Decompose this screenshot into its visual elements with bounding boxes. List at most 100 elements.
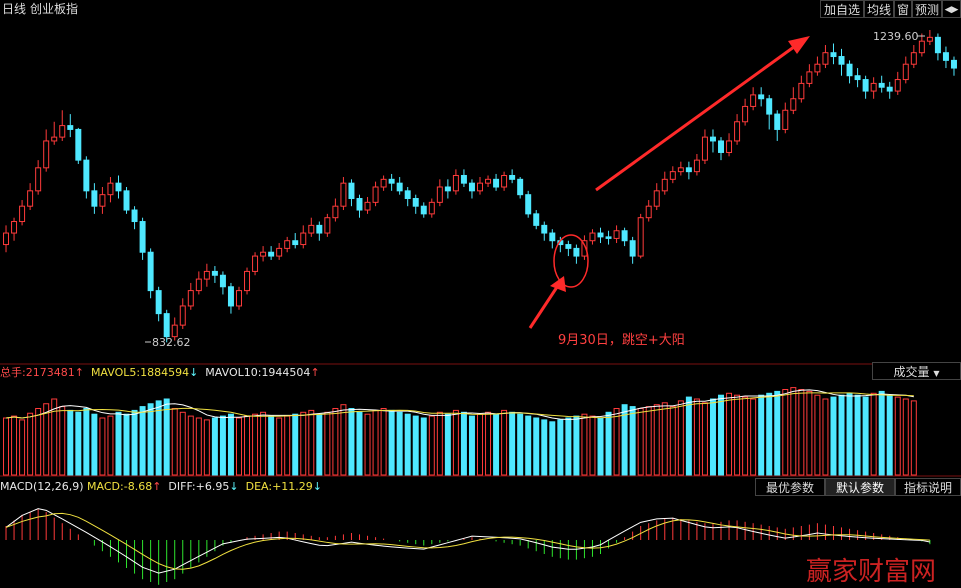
mavol10-value: 1944504 <box>261 366 311 379</box>
candle <box>348 179 355 207</box>
candle-body <box>926 36 933 42</box>
volume-bar <box>493 413 500 476</box>
volume-bar <box>67 409 74 476</box>
candle <box>485 175 492 187</box>
forecast-button[interactable]: 预测 <box>912 0 942 18</box>
candle-body <box>766 98 773 115</box>
candle-body <box>276 247 283 257</box>
volume-bar <box>726 392 733 476</box>
candle <box>517 177 524 199</box>
candle-body <box>701 136 708 161</box>
candle-body <box>171 324 178 338</box>
candle-body <box>653 190 660 207</box>
default-params-button[interactable]: 默认参数 <box>825 478 895 496</box>
candle-body <box>525 194 532 215</box>
candle-body <box>798 82 805 100</box>
candle-body <box>613 230 620 239</box>
candle <box>332 198 339 222</box>
volume-bar <box>878 390 885 476</box>
candle-body <box>742 105 749 123</box>
candle-body <box>187 290 194 307</box>
candle-body <box>260 251 267 257</box>
volume-bar <box>573 415 580 476</box>
candle <box>693 154 700 176</box>
candle <box>525 190 532 218</box>
volume-bar <box>766 392 773 476</box>
volume-bar <box>179 411 186 476</box>
indicator-help-button[interactable]: 指标说明 <box>895 478 961 496</box>
volume-bar <box>846 392 853 476</box>
candle-body <box>115 182 122 192</box>
volume-bar <box>468 415 475 476</box>
candle <box>637 213 644 259</box>
volume-bar <box>19 419 26 476</box>
volume-bar <box>292 413 299 476</box>
candle <box>284 236 291 253</box>
candle <box>276 243 283 260</box>
volume-bar <box>428 415 435 476</box>
candle <box>179 298 186 329</box>
volume-bar <box>388 409 395 476</box>
volume-bar <box>477 413 483 476</box>
candle <box>99 187 106 214</box>
candle-body <box>501 174 508 188</box>
candle <box>701 129 708 164</box>
candle-body <box>236 290 242 307</box>
candle <box>581 235 588 260</box>
window-button[interactable]: 窗 <box>894 0 912 18</box>
candle-body <box>902 63 909 81</box>
volume-bar <box>525 415 532 476</box>
candle <box>211 266 218 283</box>
candle-body <box>669 171 676 180</box>
down-arrow-icon: ↓ <box>229 480 239 493</box>
gap-highlight-circle <box>553 234 589 288</box>
candle <box>645 200 652 222</box>
volume-bar <box>43 403 50 476</box>
candle-body <box>147 251 154 292</box>
candle-body <box>621 230 628 242</box>
dea-line <box>5 512 930 570</box>
candle-body <box>284 240 291 249</box>
volume-bar <box>203 419 210 476</box>
candle-body <box>372 186 379 203</box>
candle <box>653 183 660 211</box>
candle <box>573 244 580 264</box>
candle-body <box>878 82 885 88</box>
volume-bar <box>709 398 716 476</box>
volume-bar <box>300 411 307 476</box>
candle-body <box>203 270 210 280</box>
volume-bar <box>11 415 18 476</box>
candle <box>3 225 10 253</box>
volume-bar <box>139 406 146 476</box>
candle <box>549 229 556 249</box>
volume-bar <box>774 390 781 476</box>
volume-bar <box>886 394 893 476</box>
volume-bar <box>123 413 130 476</box>
add-watchlist-button[interactable]: 加自选 <box>820 0 864 18</box>
volume-bar <box>581 413 588 476</box>
indicator-dropdown[interactable]: 成交量 ▼ <box>872 362 961 380</box>
candle-body <box>718 140 724 153</box>
candle-body <box>942 52 949 61</box>
candle-body <box>364 201 371 211</box>
candle <box>750 87 757 111</box>
candle <box>806 64 813 88</box>
candle <box>203 263 210 287</box>
volume-bar <box>380 408 387 476</box>
candle-body <box>179 305 186 326</box>
candle <box>123 187 130 214</box>
candle-body <box>195 278 202 292</box>
candle-body <box>420 205 427 215</box>
volume-bar <box>396 411 403 476</box>
ma-button[interactable]: 均线 <box>864 0 894 18</box>
candle-body <box>316 224 323 234</box>
candle <box>661 171 668 195</box>
candle <box>107 177 114 203</box>
candle <box>878 75 885 93</box>
candle-body <box>43 140 50 169</box>
volume-bar <box>99 417 106 476</box>
optimal-params-button[interactable]: 最优参数 <box>755 478 825 496</box>
volume-bar <box>452 409 459 476</box>
volume-bar <box>742 396 749 476</box>
mavol10-line <box>5 392 914 419</box>
